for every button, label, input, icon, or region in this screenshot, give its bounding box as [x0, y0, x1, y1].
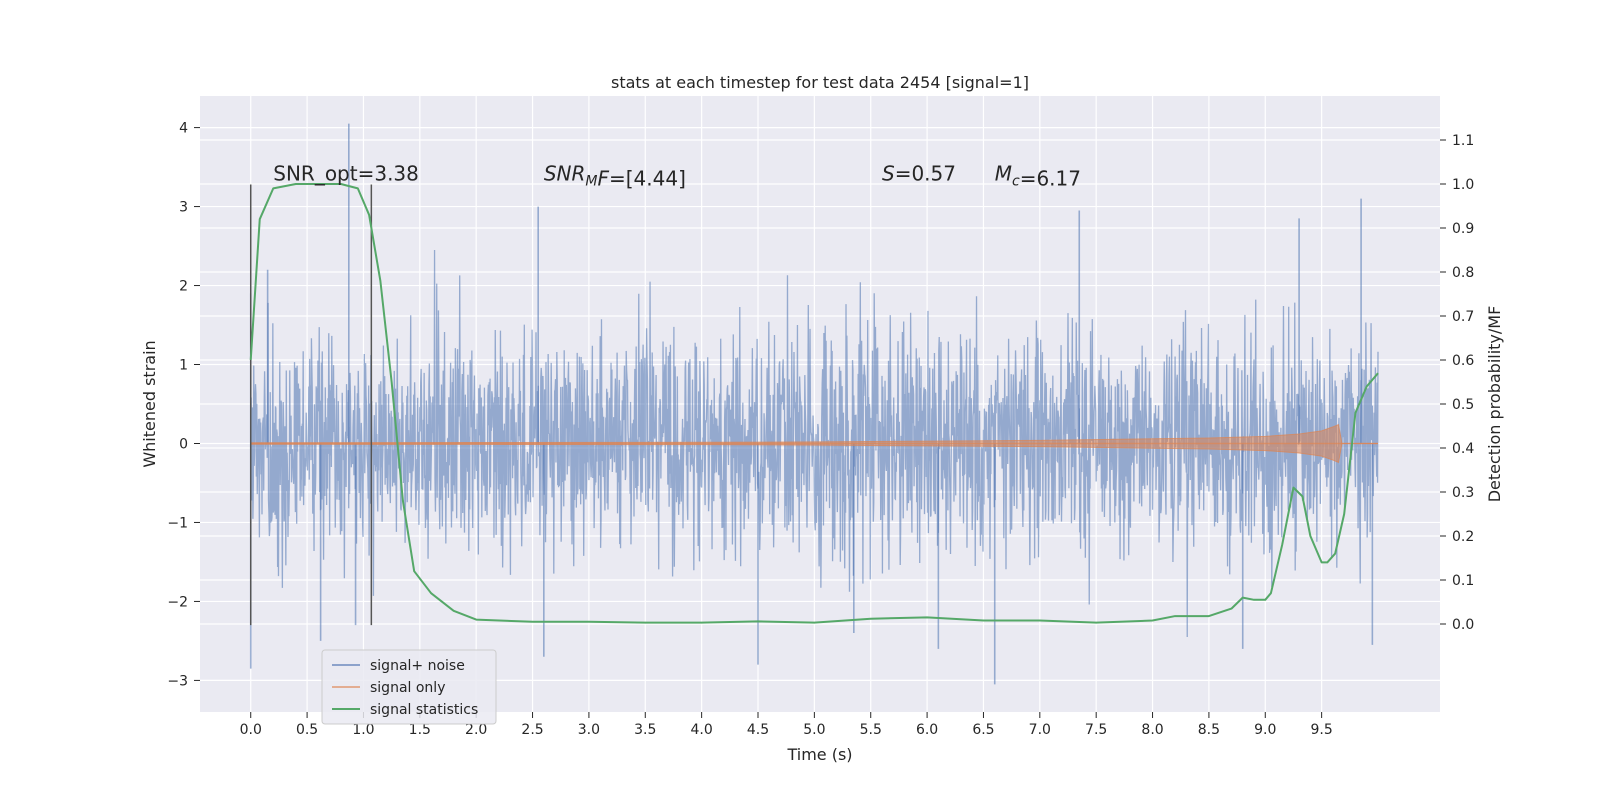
chirp-series-layer	[250, 423, 1378, 464]
y-right-tick-label-8: 0.8	[1452, 265, 1474, 281]
y-left-axis-ticks: −3 −2 −1 0 1 2 3 4	[167, 121, 200, 689]
y-right-axis-ticks: 0.0 0.1 0.2 0.3 0.4 0.5 0.6 0.7 0.8 0.9 1.0 1.1	[1440, 133, 1474, 633]
chart-title: stats at each timestep for test data 245…	[611, 73, 1029, 92]
x-tick-label-11: 5.5	[860, 722, 882, 738]
y-left-axis-label: Whitened strain	[140, 340, 159, 467]
annotation-3: Mc=6.17	[995, 161, 1081, 190]
y-right-tick-label-11: 1.1	[1452, 133, 1474, 149]
x-tick-label-4: 2.0	[465, 722, 487, 738]
y-right-tick-label-2: 0.2	[1452, 529, 1474, 545]
y-right-tick-label-0: 0.0	[1452, 617, 1474, 633]
y-left-tick-label-5: 2	[179, 279, 188, 295]
y-left-tick-label-4: 1	[179, 358, 188, 374]
legend-label-2: signal statistics	[370, 702, 478, 718]
x-axis-label: Time (s)	[786, 745, 852, 764]
y-right-tick-label-10: 1.0	[1452, 177, 1474, 193]
x-tick-label-16: 8.0	[1141, 722, 1163, 738]
x-tick-label-7: 3.5	[634, 722, 656, 738]
y-left-tick-label-0: −3	[167, 673, 188, 689]
stats-series-layer	[249, 183, 1379, 624]
y-right-axis-label: Detection probability/MF	[1485, 306, 1504, 503]
y-left-tick-label-3: 0	[179, 436, 188, 452]
y-left-tick-label-7: 4	[179, 121, 188, 137]
x-tick-label-9: 4.5	[747, 722, 769, 738]
vertical-lines	[249, 184, 373, 626]
y-right-tick-label-9: 0.9	[1452, 221, 1474, 237]
signal-statistics-line	[249, 183, 1379, 624]
x-tick-label-2: 1.0	[352, 722, 374, 738]
x-tick-label-13: 6.5	[972, 722, 994, 738]
y-right-tick-label-7: 0.7	[1452, 309, 1474, 325]
x-tick-label-5: 2.5	[521, 722, 543, 738]
annotation-0: SNR_opt=3.38	[273, 161, 419, 185]
y-left-tick-label-2: −1	[167, 515, 188, 531]
y-left-tick-label-6: 3	[179, 200, 188, 216]
y-right-tick-label-1: 0.1	[1452, 573, 1474, 589]
annotation-1: SNRMF=[4.44]	[544, 161, 686, 190]
x-tick-label-19: 9.5	[1311, 722, 1333, 738]
x-tick-label-1: 0.5	[296, 722, 318, 738]
grid	[200, 96, 1440, 712]
y-left-tick-label-1: −2	[167, 594, 188, 610]
x-tick-label-0: 0.0	[240, 722, 262, 738]
legend-box	[321, 649, 497, 725]
x-tick-label-3: 1.5	[409, 722, 431, 738]
x-axis-ticks: 0.0 0.5 1.0 1.5 2.0 2.5 3.0 3.5 4.0 4.5 5.0 5.5 6.0 6…	[240, 712, 1333, 738]
y-right-tick-label-4: 0.4	[1452, 441, 1474, 457]
noise-series-line	[250, 249, 1379, 637]
x-tick-label-14: 7.0	[1029, 722, 1051, 738]
y-right-tick-label-6: 0.6	[1452, 353, 1474, 369]
legend-label-0: signal+ noise	[370, 658, 465, 674]
x-tick-label-10: 5.0	[803, 722, 825, 738]
x-tick-label-8: 4.0	[691, 722, 713, 738]
annotation-2: S=0.57	[882, 161, 956, 185]
legend: signal+ noise signal only signal statistic…	[321, 649, 497, 725]
x-tick-label-17: 8.5	[1198, 722, 1220, 738]
x-tick-label-15: 7.5	[1085, 722, 1107, 738]
x-tick-label-18: 9.0	[1254, 722, 1276, 738]
legend-label-1: signal only	[370, 680, 445, 696]
x-tick-label-12: 6.0	[916, 722, 938, 738]
y-right-tick-label-5: 0.5	[1452, 397, 1474, 413]
x-tick-label-6: 3.0	[578, 722, 600, 738]
y-right-tick-label-3: 0.3	[1452, 485, 1474, 501]
annotations: SNR_opt=3.38 SNRMF=[4.44] S=0.57 Mc=6.17	[273, 161, 1081, 190]
